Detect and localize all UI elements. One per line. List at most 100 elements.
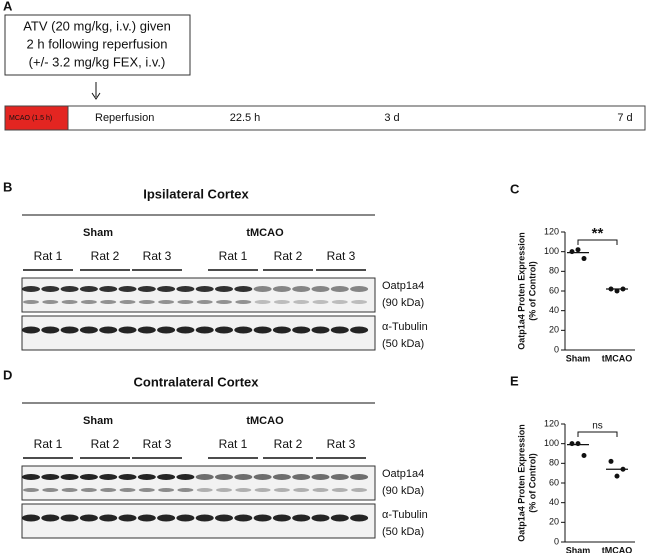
- band-label: (50 kDa): [382, 338, 424, 350]
- y-tick-label: 100: [544, 438, 559, 448]
- panel-label: C: [510, 181, 520, 196]
- band: [177, 300, 194, 304]
- band: [23, 300, 39, 304]
- band: [22, 474, 40, 480]
- band: [60, 326, 79, 334]
- band: [176, 514, 195, 522]
- band: [350, 286, 369, 292]
- band-label: Oatp1a4: [382, 468, 424, 480]
- band: [137, 474, 156, 480]
- band: [330, 286, 349, 292]
- data-point: [569, 249, 575, 255]
- significance: ns: [592, 421, 603, 432]
- band: [137, 286, 156, 292]
- y-tick-label: 40: [549, 305, 559, 315]
- band: [196, 300, 213, 304]
- band: [22, 286, 40, 292]
- bracket: [577, 431, 618, 437]
- y-tick-label: 60: [549, 477, 559, 487]
- band: [79, 286, 98, 292]
- band: [254, 300, 271, 304]
- rat-label: Rat 3: [143, 249, 172, 263]
- band: [42, 300, 59, 304]
- band: [292, 326, 311, 334]
- data-point: [581, 452, 587, 458]
- mcao-segment: [4, 105, 69, 131]
- band: [60, 474, 79, 480]
- band: [216, 300, 232, 304]
- band: [99, 474, 118, 480]
- band: [292, 474, 311, 480]
- band: [331, 488, 348, 492]
- group-label: Sham: [83, 415, 113, 427]
- arrow-head: [91, 92, 101, 100]
- band: [235, 488, 252, 492]
- timeline-label: MCAO (1.5 h): [9, 115, 52, 122]
- y-axis-label: Oatp1a4 Proten Expression: [516, 424, 526, 542]
- band: [272, 286, 291, 292]
- band: [293, 488, 310, 492]
- y-tick-label: 80: [549, 458, 559, 468]
- band: [215, 514, 233, 522]
- band: [158, 300, 175, 304]
- y-axis-label: Oatp1a4 Proten Expression: [516, 232, 526, 350]
- band: [118, 474, 137, 480]
- data-point: [581, 256, 587, 262]
- band: [195, 474, 214, 480]
- band: [41, 474, 60, 480]
- band: [80, 300, 97, 304]
- data-point: [614, 473, 620, 479]
- band: [99, 326, 118, 334]
- band: [330, 474, 349, 480]
- band: [311, 326, 330, 334]
- band: [350, 514, 369, 522]
- x-tick-label: Sham: [566, 545, 591, 553]
- rat-label: Rat 2: [91, 249, 120, 263]
- band: [41, 514, 60, 522]
- band: [22, 514, 40, 522]
- band-label: (90 kDa): [382, 297, 424, 309]
- y-tick-label: 0: [554, 536, 559, 546]
- band: [311, 514, 330, 522]
- rat-label: Rat 1: [219, 249, 248, 263]
- data-point: [614, 288, 620, 294]
- band: [99, 286, 118, 292]
- band: [311, 286, 330, 292]
- band-label: Oatp1a4: [382, 280, 424, 292]
- band: [215, 286, 233, 292]
- band: [272, 326, 291, 334]
- y-tick-label: 120: [544, 418, 559, 428]
- panel-label: E: [510, 373, 519, 388]
- note-line: (+/- 3.2 mg/kg FEX, i.v.): [29, 54, 166, 69]
- band: [330, 514, 349, 522]
- y-tick-label: 80: [549, 266, 559, 276]
- band: [292, 514, 311, 522]
- band: [292, 286, 311, 292]
- x-tick-label: tMCAO: [602, 545, 633, 553]
- band: [137, 514, 156, 522]
- panel-label: D: [3, 367, 12, 382]
- timeline: [4, 105, 646, 131]
- band: [330, 326, 349, 334]
- band-label: α-Tubulin: [382, 321, 428, 333]
- y-tick-label: 20: [549, 517, 559, 527]
- band: [272, 514, 291, 522]
- y-axis-label: (% of Control): [527, 453, 537, 512]
- band: [254, 488, 271, 492]
- blot: [21, 277, 376, 313]
- band: [80, 488, 97, 492]
- band: [79, 514, 98, 522]
- rat-label: Rat 1: [219, 437, 248, 451]
- band: [273, 488, 290, 492]
- band: [216, 488, 232, 492]
- band: [273, 300, 290, 304]
- band: [157, 514, 176, 522]
- band: [253, 326, 272, 334]
- y-tick-label: 0: [554, 344, 559, 354]
- band: [158, 488, 175, 492]
- timeline-label: 22.5 h: [230, 112, 261, 124]
- band: [215, 474, 233, 480]
- band: [234, 326, 253, 334]
- y-axis-label: (% of Control): [527, 261, 537, 320]
